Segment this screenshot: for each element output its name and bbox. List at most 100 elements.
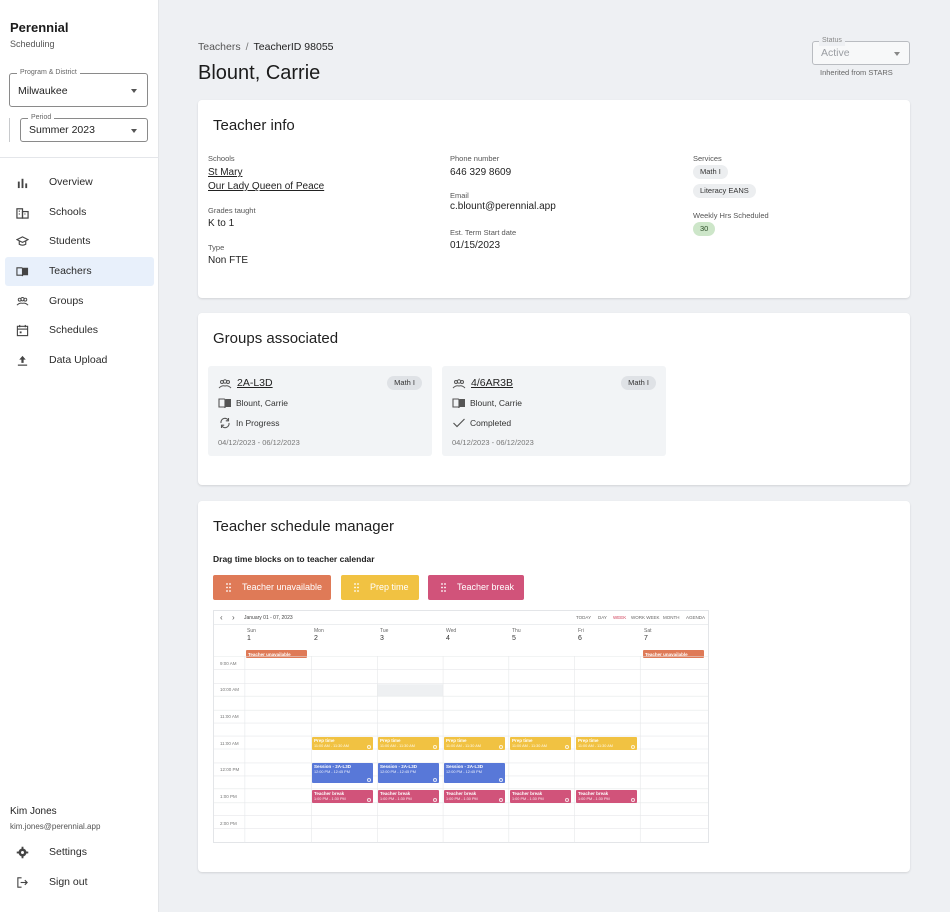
group-card[interactable]: 2A-L3D Math I Blount, Carrie In Progress… [208,366,432,456]
bar-chart-icon [17,178,28,189]
day-name: Sat [644,628,652,634]
calendar-event-break[interactable]: Teacher break 1:00 PM - 1:30 PM [444,790,505,803]
event-time: 11:00 AM - 11:30 AM [314,744,349,748]
day-name: Tue [380,628,389,634]
calendar-event-unavailable[interactable]: Teacher unavailable [246,650,307,658]
period-label: Period [28,113,55,123]
calendar-view-week[interactable]: WEEK [613,615,627,620]
sidebar-item-schools[interactable]: Schools [5,198,154,227]
sidebar-item-data-upload[interactable]: Data Upload [5,346,154,375]
calendar-view-month[interactable]: MONTH [663,615,680,620]
status-select[interactable]: Status Active [812,36,910,65]
sidebar-item-teachers[interactable]: Teachers [5,257,154,286]
time-label: 11:00 AM [220,714,239,719]
day-number: 3 [380,635,384,642]
event-title: Prep time [446,738,467,743]
sidebar-item-label: Groups [49,295,84,307]
prep-time-block[interactable]: Prep time [341,575,419,600]
day-name: Fri [578,628,584,634]
services-label: Services [693,154,722,163]
calendar-view-work-week[interactable]: WORK WEEK [631,615,660,620]
calendar-view-agenda[interactable]: AGENDA [686,615,706,620]
breadcrumb-parent-link[interactable]: Teachers [198,41,241,53]
calendar-event-prep[interactable]: Prep time 11:00 AM - 11:30 AM [576,737,637,750]
event-title: Prep time [314,738,335,743]
sidebar-item-schedules[interactable]: Schedules [5,316,154,345]
card-title: Teacher info [213,117,295,134]
calendar-event-prep[interactable]: Prep time 11:00 AM - 11:30 AM [444,737,505,750]
program-district-select[interactable]: Program & District Milwaukee [9,68,148,107]
calendar-prev-button[interactable]: ‹ [220,613,223,622]
status-hint: Inherited from STARS [820,68,893,77]
service-chip: Math I [693,165,728,179]
type-label: Type [208,243,225,252]
sidebar-item-label: Schedules [49,324,99,336]
drag-handle-icon [441,583,446,592]
email-label: Email [450,191,469,200]
calendar-event-session[interactable]: Session - 2A-L3D 12:00 PM - 12:45 PM [312,763,373,783]
calendar-event-prep[interactable]: Prep time 11:00 AM - 11:30 AM [378,737,439,750]
group-dates: 04/12/2023 - 06/12/2023 [218,438,300,447]
day-name: Wed [446,628,457,634]
sidebar-item-groups[interactable]: Groups [5,287,154,316]
book-icon [16,267,29,277]
chevron-down-icon [131,129,137,133]
sidebar-item-overview[interactable]: Overview [5,168,154,197]
calendar-event-break[interactable]: Teacher break 1:00 PM - 1:30 PM [378,790,439,803]
calendar-next-button[interactable]: › [232,613,235,622]
event-status-icon [433,778,437,782]
calendar-event-break[interactable]: Teacher break 1:00 PM - 1:30 PM [510,790,571,803]
event-status-icon [367,778,371,782]
day-name: Mon [314,628,324,634]
event-time: 11:00 AM - 11:30 AM [446,744,481,748]
teacher-break-block[interactable]: Teacher break [428,575,524,600]
calendar-event-prep[interactable]: Prep time 11:00 AM - 11:30 AM [312,737,373,750]
time-label: 11:00 AM [220,741,239,746]
group-card[interactable]: 4/6AR3B Math I Blount, Carrie Completed … [442,366,666,456]
schedule-manager-card: Teacher schedule manager Drag time block… [198,501,910,872]
calendar-event-session[interactable]: Session - 2A-L3D 12:00 PM - 12:45 PM [444,763,505,783]
teacher-unavailable-block[interactable]: Teacher unavailable [213,575,331,600]
school-link[interactable]: Our Lady Queen of Peace [208,181,325,192]
page-title: Blount, Carrie [198,62,321,84]
event-title: Prep time [380,738,401,743]
sidebar-item-students[interactable]: Students [5,227,154,256]
calendar-event-break[interactable]: Teacher break 1:00 PM - 1:30 PM [576,790,637,803]
time-label: 10:00 AM [220,687,240,692]
check-icon [453,418,465,428]
calendar-view-day[interactable]: DAY [598,615,607,620]
group-name-link[interactable]: 2A-L3D [237,377,273,389]
chevron-down-icon [131,89,137,93]
upload-icon [17,355,28,366]
sidebar-item-settings[interactable]: Settings [5,838,154,867]
event-title: Prep time [578,738,599,743]
week-calendar[interactable]: ‹ › January 01 - 07, 2023 TODAY DAY WEEK… [213,610,709,843]
day-number: 1 [247,635,251,642]
event-status-icon [565,745,569,749]
sidebar-item-label: Settings [49,846,87,858]
group-status: In Progress [236,418,280,428]
day-name: Sun [247,628,256,634]
start-date-value: 01/15/2023 [450,240,501,251]
event-time: 11:00 AM - 11:30 AM [512,744,547,748]
phone-label: Phone number [450,154,500,163]
event-title: Session - 2A-L3D [314,764,352,769]
event-title: Teacher break [512,791,543,796]
event-status-icon [631,745,635,749]
calendar-event-break[interactable]: Teacher break 1:00 PM - 1:30 PM [312,790,373,803]
calendar-view-today[interactable]: TODAY [576,615,592,620]
period-select[interactable]: Period Summer 2023 [20,113,148,142]
sidebar-item-label: Sign out [49,876,88,888]
sidebar-item-sign-out[interactable]: Sign out [5,868,154,897]
grades-label: Grades taught [208,206,256,215]
status-label: Status [819,36,845,46]
calendar-event-unavailable[interactable]: Teacher unavailable [643,650,704,658]
calendar-event-session[interactable]: Session - 2A-L3D 12:00 PM - 12:45 PM [378,763,439,783]
school-link[interactable]: St Mary [208,167,243,178]
people-icon [452,379,466,389]
grades-value: K to 1 [208,218,235,229]
sign-out-icon [17,877,28,888]
day-number: 5 [512,635,516,642]
group-name-link[interactable]: 4/6AR3B [471,377,514,389]
calendar-event-prep[interactable]: Prep time 11:00 AM - 11:30 AM [510,737,571,750]
